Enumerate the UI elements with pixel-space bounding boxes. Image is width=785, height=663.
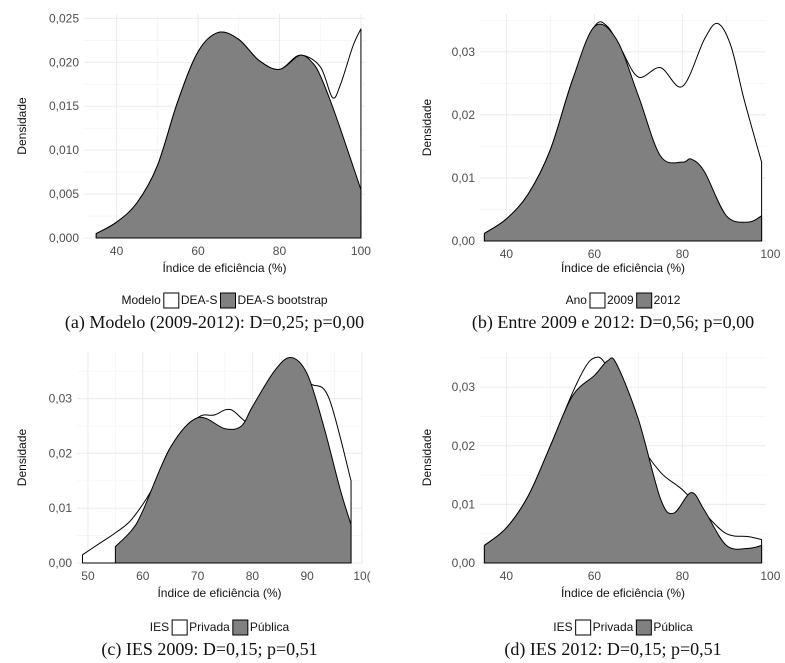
- legend: Modelo DEA-S DEA-S bootstrap: [121, 292, 328, 309]
- panel-caption: (d) IES 2012: D=0,15; p=0,51: [504, 639, 721, 660]
- legend-label: Privada: [593, 620, 634, 634]
- y-axis-title: Densidade: [420, 98, 434, 156]
- y-tick-label: 0,00: [49, 556, 73, 570]
- x-tick-label: 40: [500, 247, 514, 261]
- x-axis-title: Índice de eficiência (%): [561, 260, 685, 275]
- legend-label: 2012: [654, 293, 681, 307]
- legend-key: [636, 292, 653, 309]
- panel-a: 0,000 0,005 0,010 0,015 0,020 0,025 40 60 80 100 Í…: [15, 11, 371, 333]
- legend-title: IES: [150, 620, 169, 634]
- x-tick-label: 40: [500, 569, 514, 583]
- legend-label: Pública: [250, 620, 290, 634]
- y-axis-title: Densidade: [15, 97, 29, 155]
- x-tick-label: 50: [81, 569, 95, 583]
- x-tick-label: 80: [676, 247, 690, 261]
- panel-caption: (c) IES 2009: D=0,15; p=0,51: [101, 639, 317, 660]
- legend-key: [635, 619, 652, 636]
- legend: IES Privada Pública: [150, 619, 290, 636]
- y-tick-label: 0,03: [452, 45, 476, 59]
- legend-label: Privada: [189, 620, 230, 634]
- y-tick-label: 0,00: [452, 234, 476, 248]
- x-tick-label: 10(: [353, 569, 370, 583]
- panel-caption: (a) Modelo (2009-2012): D=0,25; p=0,00: [65, 312, 364, 333]
- legend-key: [575, 619, 592, 636]
- x-tick-label: 60: [191, 244, 205, 258]
- x-tick-label: 100: [760, 247, 780, 261]
- legend-title: Modelo: [121, 293, 161, 307]
- density-area-dea-s-bootstrap: [95, 31, 362, 239]
- legend-label: Pública: [653, 620, 693, 634]
- x-tick-label: 70: [191, 569, 205, 583]
- panel-caption: (b) Entre 2009 e 2012: D=0,56; p=0,00: [472, 312, 754, 333]
- x-axis-title: Índice de eficiência (%): [162, 260, 286, 275]
- x-tick-label: 60: [588, 247, 602, 261]
- y-tick-label: 0,03: [49, 392, 73, 406]
- panel-b: 0,00 0,01 0,02 0,03 40 60 80 100 Índice de efici…: [420, 14, 781, 333]
- y-tick-label: 0,000: [49, 231, 79, 245]
- x-tick-label: 80: [273, 244, 287, 258]
- x-tick-label: 80: [246, 569, 260, 583]
- x-tick-label: 100: [351, 244, 371, 258]
- x-tick-label: 100: [760, 569, 780, 583]
- y-tick-label: 0,01: [452, 171, 476, 185]
- density-area-p-blica: [114, 356, 352, 564]
- legend-key: [163, 292, 180, 309]
- y-tick-label: 0,01: [49, 501, 73, 515]
- x-tick-label: 90: [301, 569, 315, 583]
- x-tick-label: 80: [676, 569, 690, 583]
- panel-c: 0,00 0,01 0,02 0,03 50 60 70 80 90 10( Índice de e…: [15, 352, 371, 660]
- y-tick-label: 0,020: [49, 55, 79, 69]
- y-tick-label: 0,03: [452, 380, 476, 394]
- y-tick-label: 0,02: [49, 446, 73, 460]
- legend-title: IES: [553, 620, 572, 634]
- legend: IES Privada Pública: [553, 619, 693, 636]
- legend-key: [220, 292, 236, 309]
- legend-key: [171, 619, 188, 636]
- legend-label: DEA-S bootstrap: [238, 293, 328, 307]
- legend: Ano 2009 2012: [566, 292, 681, 309]
- y-tick-label: 0,00: [452, 556, 476, 570]
- legend-key: [589, 292, 606, 309]
- y-tick-label: 0,01: [452, 497, 476, 511]
- y-tick-label: 0,02: [452, 439, 476, 453]
- legend-key: [232, 619, 249, 636]
- y-tick-label: 0,02: [452, 108, 476, 122]
- x-axis-title: Índice de eficiência (%): [157, 585, 281, 600]
- x-tick-label: 40: [110, 244, 124, 258]
- density-area-p-blica: [483, 357, 763, 564]
- legend-label: 2009: [607, 293, 634, 307]
- legend-title: Ano: [566, 293, 588, 307]
- y-tick-label: 0,005: [49, 187, 79, 201]
- legend-label: DEA-S: [181, 293, 218, 307]
- density-area-2012: [483, 23, 763, 242]
- y-tick-label: 0,015: [49, 99, 79, 113]
- x-axis-title: Índice de eficiência (%): [561, 585, 685, 600]
- y-axis-title: Densidade: [420, 428, 434, 486]
- x-tick-label: 60: [588, 569, 602, 583]
- y-axis-title: Densidade: [15, 428, 29, 486]
- y-tick-label: 0,025: [49, 11, 79, 25]
- x-tick-label: 60: [136, 569, 150, 583]
- panel-d: 0,00 0,01 0,02 0,03 40 60 80 100 Índice de efici…: [420, 352, 781, 660]
- y-tick-label: 0,010: [49, 143, 79, 157]
